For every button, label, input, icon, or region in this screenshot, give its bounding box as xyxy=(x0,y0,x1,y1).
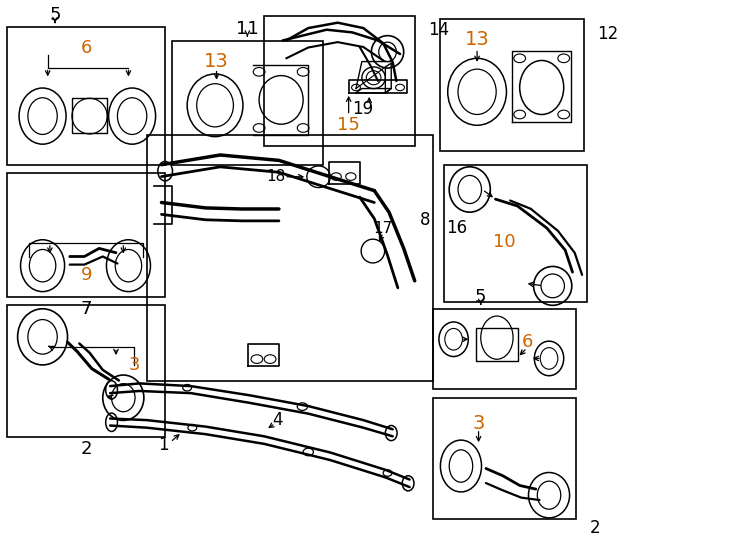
Bar xyxy=(147,135,433,381)
Text: 2: 2 xyxy=(589,518,600,537)
Text: 13: 13 xyxy=(465,30,490,49)
Text: 5: 5 xyxy=(475,288,487,306)
Text: 4: 4 xyxy=(272,411,283,429)
Text: 7: 7 xyxy=(81,300,92,318)
Text: 2: 2 xyxy=(81,440,92,458)
Text: 13: 13 xyxy=(204,51,229,71)
Text: 15: 15 xyxy=(337,116,360,134)
Bar xyxy=(476,328,518,361)
Bar xyxy=(172,40,323,165)
Text: 3: 3 xyxy=(473,414,484,433)
Text: 1: 1 xyxy=(158,436,168,455)
Text: 17: 17 xyxy=(374,221,393,236)
Bar xyxy=(444,165,587,302)
Text: 11: 11 xyxy=(236,19,258,38)
Text: 16: 16 xyxy=(446,219,468,238)
Bar xyxy=(72,98,107,133)
Bar xyxy=(440,19,584,151)
Bar xyxy=(264,16,415,146)
Text: 6: 6 xyxy=(521,333,533,352)
Text: 18: 18 xyxy=(266,169,286,184)
Text: 9: 9 xyxy=(81,266,92,285)
Text: 14: 14 xyxy=(428,21,449,39)
Text: 19: 19 xyxy=(352,100,374,118)
Bar xyxy=(433,309,576,389)
Text: 8: 8 xyxy=(421,211,431,229)
Bar xyxy=(433,398,576,519)
Bar xyxy=(7,305,165,437)
Text: 12: 12 xyxy=(597,25,618,43)
Text: 3: 3 xyxy=(128,356,140,374)
Text: 10: 10 xyxy=(493,233,515,251)
Bar xyxy=(7,27,165,165)
Bar xyxy=(7,173,165,297)
Text: 5: 5 xyxy=(49,6,61,24)
Text: 6: 6 xyxy=(81,38,92,57)
